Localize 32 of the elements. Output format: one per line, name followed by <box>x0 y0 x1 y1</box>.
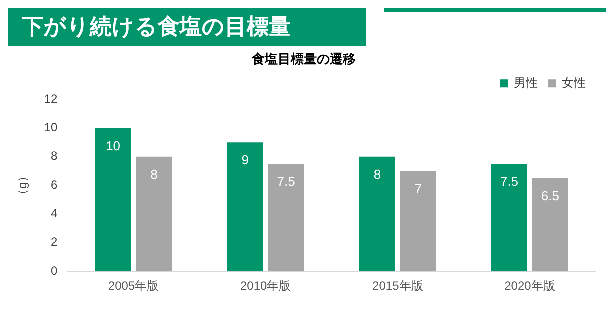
legend-label: 女性 <box>562 76 586 90</box>
data-label: 8 <box>374 167 382 182</box>
chart-title: 下がり続ける食塩の目標量 <box>8 8 366 46</box>
x-tick-label: 2005年版 <box>108 279 160 294</box>
y-tick-label: 6 <box>51 178 58 192</box>
data-label: 9 <box>242 152 249 168</box>
x-tick-label: 2010年版 <box>240 279 292 294</box>
data-label: 7 <box>414 181 422 196</box>
bar <box>136 156 172 272</box>
data-label: 7.5 <box>500 174 519 190</box>
data-label: 8 <box>150 167 158 182</box>
bar <box>491 164 528 272</box>
x-tick-label: 2015年版 <box>372 279 424 294</box>
y-tick-label: 8 <box>51 149 58 164</box>
bar <box>532 178 568 272</box>
bar <box>227 142 264 272</box>
chart-subtitle: 食塩目標量の遷移 <box>251 51 356 66</box>
y-tick-label: 10 <box>44 120 58 135</box>
y-tick-label: 2 <box>51 235 58 250</box>
legend-label: 男性 <box>514 76 538 90</box>
x-tick-label: 2020年版 <box>504 279 556 294</box>
y-tick-label: 12 <box>44 92 58 106</box>
y-tick-label: 4 <box>51 206 58 221</box>
bar <box>400 171 436 272</box>
bar <box>95 128 132 272</box>
y-axis-title: （g） <box>16 170 30 201</box>
data-label: 10 <box>106 138 121 154</box>
y-tick-label: 0 <box>51 264 58 278</box>
data-label: 7.5 <box>277 174 296 190</box>
bar <box>268 164 304 272</box>
data-label: 6.5 <box>541 188 560 204</box>
bar <box>359 156 396 272</box>
